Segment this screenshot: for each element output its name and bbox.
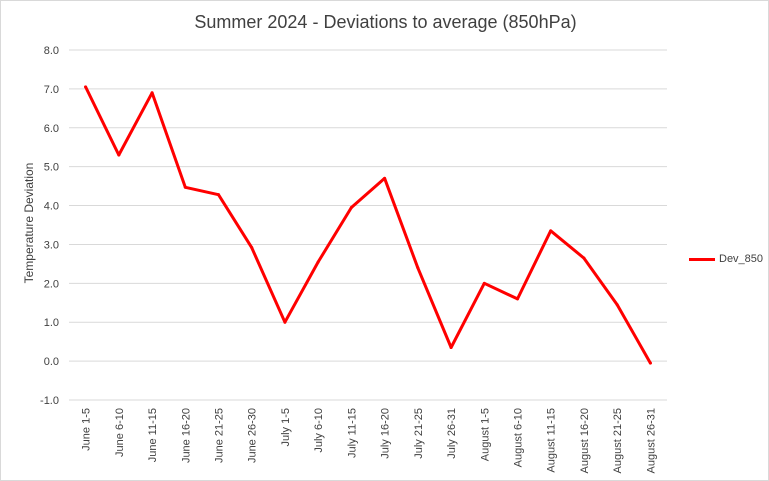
y-tick-label: 5.0 (44, 162, 59, 174)
chart-title: Summer 2024 - Deviations to average (850… (194, 12, 577, 32)
x-tick-label: August 1-5 (479, 408, 491, 461)
data-point[interactable] (482, 281, 486, 285)
x-tick-label: August 21-25 (612, 408, 624, 473)
data-point[interactable] (449, 346, 453, 349)
y-tick-label: 3.0 (44, 239, 59, 251)
x-tick-label: July 1-5 (280, 408, 292, 447)
series-line-dev-850[interactable] (84, 85, 652, 365)
y-tick-label: 2.0 (44, 278, 59, 290)
data-point[interactable] (383, 176, 387, 180)
data-point[interactable] (516, 297, 519, 301)
x-tick-label: June 1-5 (81, 408, 93, 451)
legend-label: Dev_850 (719, 253, 764, 265)
data-point[interactable] (582, 256, 586, 260)
y-tick-label: 8.0 (44, 45, 59, 57)
x-tick-label: August 26-31 (645, 408, 657, 473)
data-point[interactable] (349, 206, 353, 209)
x-tick-label: June 26-30 (247, 408, 259, 463)
data-point[interactable] (183, 185, 187, 189)
y-tick-label: 4.0 (44, 201, 59, 213)
x-tick-label: August 11-15 (546, 408, 558, 473)
data-point[interactable] (283, 320, 287, 324)
data-point[interactable] (648, 361, 652, 365)
y-tick-label: 0.0 (44, 356, 59, 368)
legend[interactable]: Dev_850 (689, 253, 763, 265)
x-tick-label: August 16-20 (579, 408, 591, 473)
data-point[interactable] (615, 303, 619, 307)
data-point[interactable] (250, 246, 254, 250)
legend-swatch (689, 257, 715, 261)
data-point[interactable] (84, 85, 88, 89)
data-point[interactable] (416, 266, 420, 270)
x-tick-label: July 16-20 (380, 408, 392, 459)
x-tick-label: July 26-31 (446, 408, 458, 459)
y-tick-label: -1.0 (40, 395, 59, 407)
x-tick-label: June 11-15 (147, 408, 159, 462)
x-tick-label: July 11-15 (346, 408, 358, 458)
x-tick-label: July 21-25 (413, 408, 425, 459)
x-tick-label: July 6-10 (313, 408, 325, 453)
data-point[interactable] (117, 153, 121, 157)
x-tick-label: June 6-10 (114, 408, 126, 457)
x-tick-label: June 21-25 (214, 408, 226, 463)
y-tick-label: 6.0 (44, 123, 59, 135)
data-point[interactable] (549, 229, 553, 233)
data-point[interactable] (316, 260, 320, 264)
x-tick-label: August 6-10 (513, 408, 525, 467)
data-point[interactable] (217, 193, 220, 197)
y-tick-label: 1.0 (44, 317, 59, 329)
data-point[interactable] (150, 91, 154, 95)
y-tick-label: 7.0 (44, 84, 59, 96)
x-tick-label: June 16-20 (180, 408, 192, 463)
